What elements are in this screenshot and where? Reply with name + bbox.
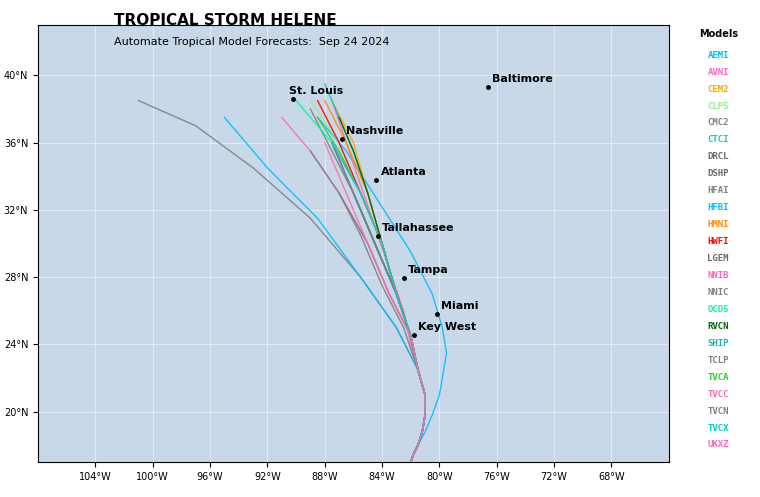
Text: Models: Models	[698, 29, 738, 39]
Text: HMNI: HMNI	[708, 220, 729, 229]
Text: SHIP: SHIP	[708, 339, 729, 348]
Text: TVCA: TVCA	[708, 373, 729, 382]
Text: HFAI: HFAI	[708, 186, 729, 195]
Text: AVNI: AVNI	[708, 68, 729, 77]
Text: LGEM: LGEM	[708, 254, 729, 263]
Text: Miami: Miami	[441, 301, 478, 311]
Text: TROPICAL STORM HELENE: TROPICAL STORM HELENE	[114, 13, 337, 28]
Text: HFBI: HFBI	[708, 203, 729, 212]
Text: Tallahassee: Tallahassee	[382, 223, 454, 233]
Text: Atlanta: Atlanta	[381, 167, 426, 177]
Text: AEMI: AEMI	[708, 51, 729, 60]
Text: CLP5: CLP5	[708, 101, 729, 110]
Text: RVCN: RVCN	[708, 322, 729, 331]
Text: DSHP: DSHP	[708, 169, 729, 178]
Text: Nashville: Nashville	[347, 126, 404, 136]
Text: CMC2: CMC2	[708, 118, 729, 128]
Text: Automate Tropical Model Forecasts:  Sep 24 2024: Automate Tropical Model Forecasts: Sep 2…	[114, 37, 389, 47]
Text: TVCC: TVCC	[708, 390, 729, 399]
Text: OCD5: OCD5	[708, 305, 729, 314]
Text: Tampa: Tampa	[408, 265, 448, 275]
Text: CEM2: CEM2	[708, 84, 729, 93]
Text: CTCI: CTCI	[708, 135, 729, 145]
Text: TVCX: TVCX	[708, 423, 729, 432]
Text: NNIC: NNIC	[708, 288, 729, 297]
Text: UKXZ: UKXZ	[708, 440, 729, 449]
Text: Key West: Key West	[418, 322, 476, 332]
Text: NNIB: NNIB	[708, 271, 729, 280]
Text: St. Louis: St. Louis	[289, 86, 343, 96]
Text: HWFI: HWFI	[708, 237, 729, 246]
Text: TVCN: TVCN	[708, 407, 729, 415]
Text: Baltimore: Baltimore	[492, 74, 553, 84]
Text: DRCL: DRCL	[708, 153, 729, 162]
Text: TCLP: TCLP	[708, 356, 729, 365]
